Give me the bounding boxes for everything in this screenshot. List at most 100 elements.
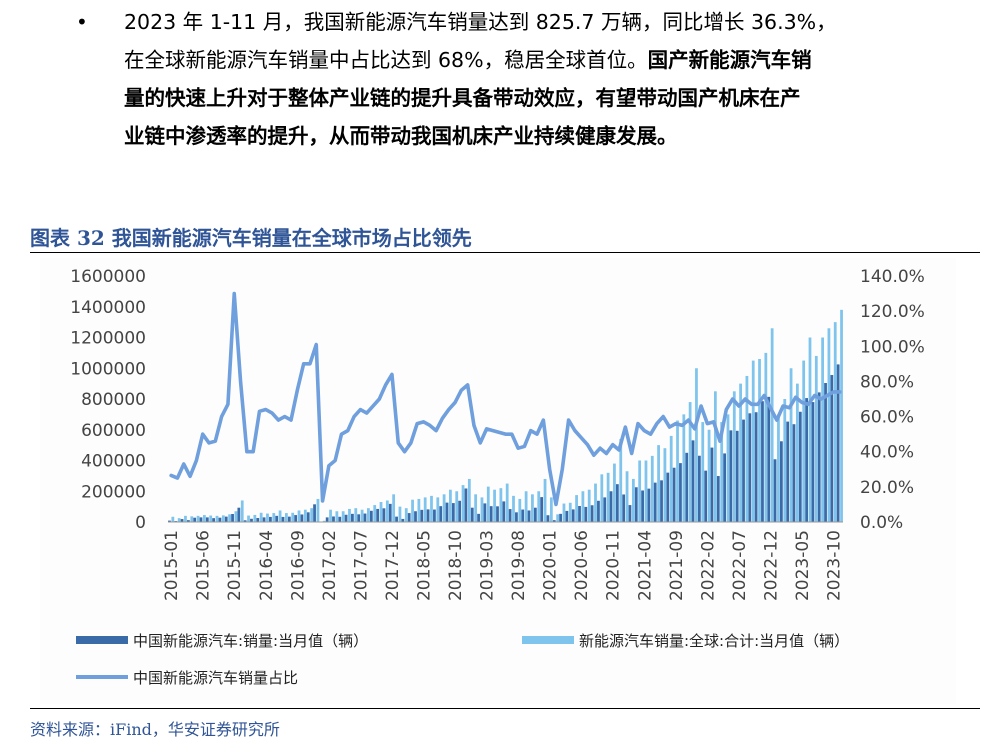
china-sales-bar — [325, 517, 329, 522]
china-sales-bar — [369, 510, 373, 522]
china-sales-bar — [609, 491, 613, 522]
china-sales-bar — [515, 512, 518, 522]
global-sales-bar — [827, 328, 831, 522]
x-tick-label: 2017-12 — [383, 530, 403, 601]
china-sales-bar — [817, 392, 821, 522]
x-tick-label: 2019-08 — [509, 530, 529, 601]
china-sales-bar — [584, 506, 588, 522]
china-sales-bar — [685, 452, 689, 522]
china-sales-bar — [338, 516, 342, 522]
global-sales-bar — [493, 489, 496, 522]
china-sales-bar — [824, 383, 827, 522]
global-sales-bar — [802, 360, 806, 522]
global-sales-bar — [259, 512, 263, 522]
global-sales-bar — [543, 478, 547, 522]
global-sales-bar — [322, 520, 326, 522]
global-sales-bar — [455, 491, 459, 522]
global-sales-bar — [764, 352, 768, 522]
global-sales-bar — [354, 508, 358, 522]
x-tick-label: 2023-10 — [825, 530, 845, 601]
y-left-tick-label: 1200000 — [70, 329, 146, 349]
global-sales-bar — [467, 478, 471, 522]
x-tick-label: 2022-12 — [761, 530, 781, 601]
china-sales-bar — [716, 476, 720, 522]
china-sales-bar — [250, 518, 253, 522]
china-sales-bar — [628, 505, 632, 522]
china-sales-bar — [395, 516, 398, 522]
global-sales-bar — [291, 512, 295, 522]
china-sales-bar — [697, 455, 701, 522]
global-sales-bar — [240, 500, 244, 522]
global-sales-bar — [392, 494, 396, 522]
china-sales-bar — [546, 515, 550, 522]
y-left-tick-label: 400000 — [81, 452, 146, 472]
china-sales-bar — [830, 375, 834, 522]
figure-title: 图表 32 我国新能源汽车销量在全球市场占比领先 — [30, 226, 472, 250]
china-sales-bar — [634, 487, 638, 522]
global-sales-bar — [568, 502, 572, 522]
china-sales-bar — [742, 419, 745, 522]
global-sales-bar — [190, 516, 194, 522]
global-sales-bar — [177, 518, 181, 522]
china-sales-bar — [388, 503, 392, 522]
china-sales-bar — [187, 520, 190, 522]
china-sales-bar — [275, 515, 279, 522]
global-sales-bar — [676, 420, 679, 522]
global-sales-bar — [613, 463, 616, 522]
china-sales-bar — [357, 514, 361, 522]
china-sales-bar — [792, 424, 796, 522]
china-sales-bar — [597, 500, 600, 522]
global-sales-bar — [202, 515, 206, 522]
china-sales-bar — [193, 517, 197, 522]
global-sales-bar — [449, 489, 452, 522]
global-sales-bar — [221, 515, 225, 522]
china-sales-bar — [243, 520, 247, 522]
global-sales-bar — [663, 448, 667, 522]
paragraph-line-4: 业链中渗透率的提升，从而带动我国机床产业持续健康发展。 — [124, 124, 678, 148]
global-sales-bar — [713, 391, 717, 522]
china-sales-bar — [313, 504, 316, 522]
x-tick-label: 2020-01 — [541, 530, 561, 601]
global-sales-bar — [196, 515, 200, 522]
china-sales-bar — [666, 472, 670, 522]
global-sales-bar — [751, 360, 755, 522]
china-sales-bar — [414, 511, 417, 522]
global-sales-bar — [253, 514, 257, 522]
global-sales-bar — [644, 460, 648, 522]
global-sales-bar — [695, 368, 698, 522]
china-sales-bar — [445, 502, 449, 522]
global-sales-bar — [480, 497, 484, 522]
x-tick-label: 2021-09 — [667, 530, 687, 601]
global-sales-bar — [638, 460, 642, 522]
china-sales-bar — [199, 517, 203, 522]
x-tick-label: 2016-04 — [257, 530, 277, 601]
china-sales-bar — [180, 519, 184, 522]
global-sales-bar — [171, 516, 175, 522]
global-sales-bar — [600, 474, 604, 522]
y-left-tick-label: 1400000 — [70, 298, 146, 318]
china-sales-bar — [477, 513, 480, 522]
global-sales-bar — [758, 359, 761, 522]
china-sales-bar — [420, 509, 424, 522]
global-sales-bar — [556, 514, 560, 522]
legend-label-share: 中国新能源汽车销量占比 — [133, 669, 299, 687]
china-sales-bar — [660, 480, 663, 522]
global-sales-bar — [278, 510, 282, 522]
china-sales-bar — [344, 514, 348, 522]
source-note: 资料来源：iFind，华安证券研究所 — [30, 720, 280, 739]
china-sales-bar — [426, 509, 430, 522]
china-sales-bar — [306, 512, 310, 522]
china-sales-bar — [496, 506, 499, 522]
china-sales-bar — [672, 467, 676, 522]
paragraph-line-2-normal: 在全球新能源汽车销量中占比达到 68%，稳居全球首位。 — [124, 48, 648, 72]
china-sales-bar — [269, 516, 272, 522]
paragraph-line-3: 量的快速上升对于整体产业链的提升具备带动效应，有望带动国产机床在产 — [124, 86, 801, 110]
x-tick-label: 2022-02 — [698, 530, 718, 601]
global-sales-bar — [795, 383, 799, 522]
china-sales-bar — [836, 364, 840, 522]
china-sales-bar — [451, 503, 455, 522]
china-sales-bar — [571, 509, 575, 522]
china-sales-bar — [256, 518, 260, 522]
global-sales-bar — [518, 498, 522, 522]
china-sales-bar — [281, 516, 285, 522]
